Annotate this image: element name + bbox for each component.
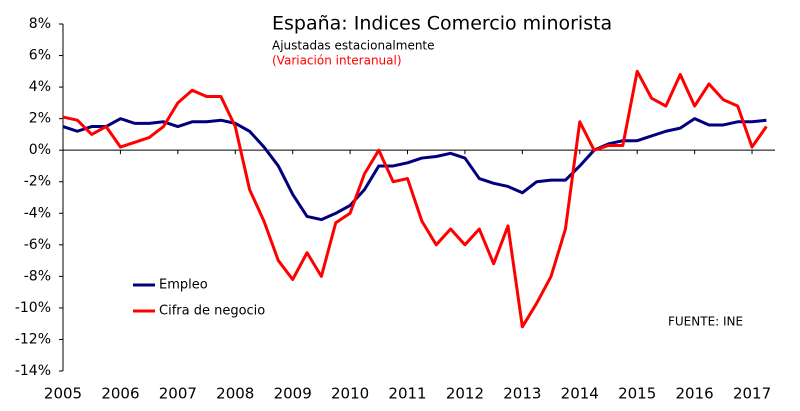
y-tick-label: 2% bbox=[29, 111, 51, 127]
y-tick-label: -4% bbox=[24, 205, 51, 221]
x-tick-label: 2009 bbox=[274, 385, 312, 403]
x-tick-label: 2007 bbox=[159, 385, 197, 403]
y-tick-label: -14% bbox=[15, 363, 51, 379]
x-tick-label: 2006 bbox=[101, 385, 139, 403]
x-tick-label: 2011 bbox=[388, 385, 426, 403]
y-tick-label: 8% bbox=[29, 16, 51, 32]
y-tick-label: 6% bbox=[29, 48, 51, 64]
x-tick-label: 2012 bbox=[446, 385, 484, 403]
series-line bbox=[62, 69, 768, 329]
chart-subtitle: Ajustadas estacionalmente bbox=[272, 39, 435, 53]
y-tick-label: -10% bbox=[15, 300, 51, 316]
x-tick-label: 2016 bbox=[676, 385, 714, 403]
y-tick-label: -12% bbox=[15, 331, 51, 347]
x-tick-label: 2005 bbox=[44, 385, 82, 403]
x-tick-label: 2008 bbox=[216, 385, 254, 403]
x-tick-label: 2014 bbox=[561, 385, 599, 403]
x-tick-label: 2015 bbox=[618, 385, 656, 403]
source: FUENTE: INE bbox=[668, 315, 743, 329]
y-tick-label: 4% bbox=[29, 79, 51, 95]
x-tick-label: 2017 bbox=[733, 385, 771, 403]
y-tick-label: -6% bbox=[24, 237, 51, 253]
chart-title: España: Indices Comercio minorista bbox=[272, 13, 612, 35]
annotation: (Variación interanual) bbox=[272, 54, 402, 68]
y-tick-label: 0% bbox=[29, 142, 51, 158]
legend-label: Cifra de negocio bbox=[159, 304, 265, 319]
series-line bbox=[62, 117, 767, 222]
legend-label: Empleo bbox=[159, 278, 208, 293]
x-tick-label: 2010 bbox=[331, 385, 369, 403]
y-tick-label: -2% bbox=[24, 174, 51, 190]
y-tick-label: -8% bbox=[24, 268, 51, 284]
x-tick-label: 2013 bbox=[503, 385, 541, 403]
